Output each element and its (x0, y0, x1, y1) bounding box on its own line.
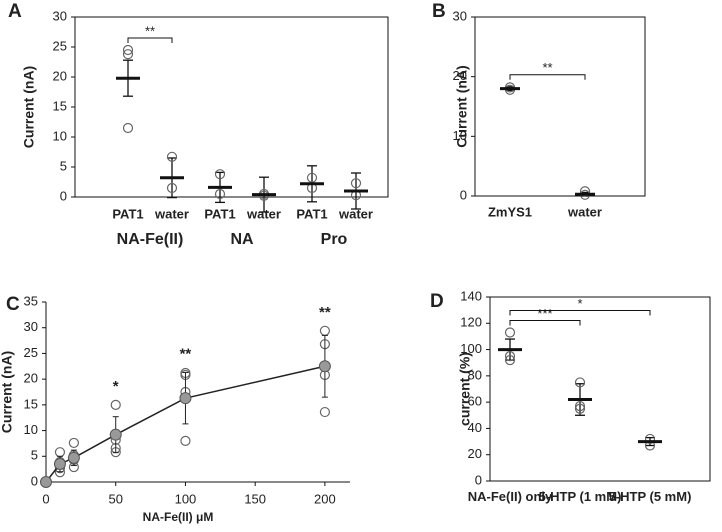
x-tick-label: PAT1 (112, 206, 143, 221)
x-tick-label: 50 (108, 491, 122, 506)
plot-frame (474, 16, 646, 197)
significance-bracket (509, 74, 586, 80)
y-tick-label: 15 (53, 98, 67, 113)
panel-letter: D (430, 291, 444, 312)
significance-label: * (113, 378, 119, 395)
mean-marker (53, 458, 66, 470)
x-tick-label: 150 (244, 491, 266, 506)
y-tick-label: 0 (475, 472, 482, 487)
data-point (214, 188, 226, 200)
x-tick-label: water (154, 206, 189, 221)
y-tick-label: 20 (468, 446, 482, 461)
y-tick-label: 120 (460, 315, 482, 330)
data-point (504, 354, 516, 366)
y-axis-label: Current (nA) (21, 66, 37, 148)
group-label: NA (230, 231, 254, 248)
mean-marker (40, 476, 52, 488)
mean-marker (67, 451, 80, 464)
y-tick-label: 5 (60, 158, 67, 173)
data-point (574, 377, 586, 388)
x-axis-label: NA-Fe(II) μM (143, 510, 214, 524)
x-tick-label: water (246, 206, 281, 221)
plot-frame (74, 16, 389, 198)
y-tick-label: 10 (53, 128, 67, 143)
x-tick-label: 100 (175, 491, 197, 506)
y-tick-label: 10 (24, 422, 38, 437)
x-tick-label: NA-Fe(II) only (467, 489, 553, 504)
x-tick-label: 5-HTP (5 mM) (608, 489, 692, 504)
data-point (68, 437, 79, 449)
y-tick-label: 10 (453, 128, 467, 143)
y-tick-label: 20 (453, 68, 467, 83)
x-tick-label: water (338, 206, 373, 221)
significance-label: ** (145, 23, 155, 38)
x-tick-label: PAT1 (204, 206, 235, 221)
group-label: NA-Fe(II) (117, 231, 184, 248)
group-label: Pro (321, 231, 348, 248)
x-tick-label: water (567, 204, 602, 219)
significance-label: ** (542, 60, 552, 75)
data-point (319, 325, 330, 336)
data-point (574, 400, 586, 412)
y-axis-label: Current (nA) (454, 65, 470, 147)
y-tick-label: 30 (53, 8, 67, 23)
data-point (504, 327, 516, 338)
y-tick-label: 20 (53, 68, 67, 83)
y-tick-label: 30 (24, 319, 38, 334)
significance-bracket (509, 309, 651, 316)
data-point (214, 169, 226, 180)
y-axis-label: current (%) (457, 352, 473, 426)
y-tick-label: 35 (24, 293, 38, 308)
plot-frame (489, 296, 711, 482)
y-tick-label: 0 (31, 473, 38, 488)
y-tick-label: 140 (460, 288, 482, 303)
y-tick-label: 60 (468, 394, 482, 409)
data-point (644, 433, 656, 445)
y-tick-label: 25 (53, 38, 67, 53)
significance-label: ** (180, 345, 192, 362)
y-tick-label: 25 (24, 345, 38, 360)
x-tick-label: 0 (42, 491, 49, 506)
data-point (122, 49, 134, 60)
mean-marker (318, 360, 331, 373)
x-tick-label: 5-HTP (1 mM) (538, 489, 622, 504)
significance-label: *** (537, 306, 552, 321)
data-point (110, 399, 121, 410)
y-tick-label: 80 (468, 367, 482, 382)
data-point (166, 151, 178, 162)
x-tick-label: ZmYS1 (488, 204, 532, 219)
data-point (350, 178, 362, 189)
y-tick-label: 0 (460, 187, 467, 202)
significance-label: ** (319, 304, 331, 321)
mean-marker (109, 428, 122, 441)
data-point (504, 351, 516, 362)
panel-letter: A (8, 1, 22, 22)
x-tick-label: PAT1 (296, 206, 327, 221)
y-tick-label: 0 (60, 188, 67, 203)
y-tick-label: 20 (24, 371, 38, 386)
significance-label: * (577, 296, 582, 311)
y-tick-label: 5 (31, 448, 38, 463)
panel-letter: C (6, 294, 20, 315)
data-point (122, 122, 134, 134)
y-tick-label: 30 (453, 8, 467, 23)
significance-bracket (509, 319, 581, 326)
data-point (54, 447, 66, 458)
data-point (319, 406, 330, 418)
data-point (122, 44, 134, 56)
y-axis-label: Current (nA) (0, 351, 15, 433)
data-point (180, 435, 191, 446)
data-point (166, 182, 178, 194)
significance-bracket (127, 37, 173, 43)
mean-marker (179, 392, 192, 405)
y-tick-label: 100 (460, 341, 482, 356)
panel-letter: B (432, 1, 446, 22)
data-point (574, 403, 586, 414)
x-tick-label: 200 (314, 491, 336, 506)
data-point (579, 186, 591, 197)
y-tick-label: 15 (24, 396, 38, 411)
y-tick-label: 40 (468, 420, 482, 435)
